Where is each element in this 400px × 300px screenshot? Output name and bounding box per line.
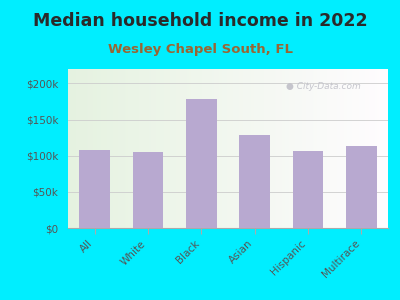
Text: Median household income in 2022: Median household income in 2022	[33, 12, 367, 30]
Bar	[186, 99, 217, 228]
Bar	[346, 146, 377, 228]
Bar	[79, 150, 110, 228]
Bar	[239, 136, 270, 228]
Text: ● City-Data.com: ● City-Data.com	[286, 82, 360, 91]
Bar	[132, 152, 164, 228]
Bar	[292, 151, 324, 228]
Text: Wesley Chapel South, FL: Wesley Chapel South, FL	[108, 44, 292, 56]
